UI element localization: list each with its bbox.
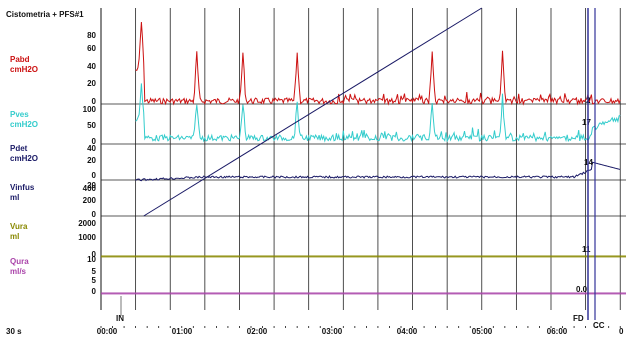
channel-label-vinfus: Vinfus bbox=[10, 183, 35, 192]
pdet-tick-40: 40 bbox=[87, 144, 96, 153]
pves-end-value: 17 bbox=[582, 118, 591, 127]
trace-vinfus bbox=[143, 7, 483, 217]
pves-tick-0: 0 bbox=[92, 137, 97, 146]
qura-tick-5b: 5 bbox=[92, 276, 97, 285]
pabd-tick-80: 80 bbox=[87, 31, 96, 40]
pdet-tick-0: 0 bbox=[92, 171, 97, 180]
channel-label-pves: Pves bbox=[10, 110, 29, 119]
time-axis: 30 s 00:00 01:00 02:00 03:00 04:00 05:00… bbox=[6, 327, 624, 336]
vinfus-tick-200: 200 bbox=[83, 196, 97, 205]
channel-unit-qura: ml/s bbox=[10, 267, 27, 276]
channel-unit-pdet: cmH2O bbox=[10, 154, 38, 163]
time-tick-2: 02:00 bbox=[247, 327, 268, 336]
vinfus-tick-400: 400 bbox=[83, 184, 97, 193]
qura-end-value: 0.0 bbox=[576, 285, 588, 294]
grid bbox=[100, 8, 626, 328]
trace-pabd bbox=[135, 21, 621, 106]
y-tick-labels: 80 60 40 20 0 100 50 0 40 20 0 20 400 20… bbox=[78, 31, 96, 296]
channel-unit-pabd: cmH2O bbox=[10, 65, 38, 74]
qura-tick-0: 0 bbox=[92, 287, 97, 296]
time-unit-label: 30 s bbox=[6, 327, 22, 336]
event-in-label: IN bbox=[116, 314, 124, 323]
channel-label-qura: Qura bbox=[10, 257, 29, 266]
pabd-tick-0: 0 bbox=[92, 97, 97, 106]
channel-label-pabd: Pabd bbox=[10, 55, 30, 64]
vura-tick-2000: 2000 bbox=[78, 219, 96, 228]
time-tick-5: 05:00 bbox=[472, 327, 493, 336]
channel-label-pdet: Pdet bbox=[10, 144, 28, 153]
time-tick-end: 0 bbox=[619, 327, 624, 336]
channel-unit-vinfus: ml bbox=[10, 193, 19, 202]
pabd-tick-20: 20 bbox=[87, 79, 96, 88]
time-tick-3: 03:00 bbox=[322, 327, 343, 336]
trace-pves bbox=[135, 83, 621, 143]
event-cc-label: CC bbox=[593, 321, 605, 330]
pves-tick-100: 100 bbox=[83, 105, 97, 114]
channel-labels: Pabd cmH2O Pves cmH2O Pdet cmH2O Vinfus … bbox=[10, 55, 38, 276]
channel-label-vura: Vura bbox=[10, 222, 28, 231]
event-fd-label: FD bbox=[573, 314, 584, 323]
time-tick-4: 04:00 bbox=[397, 327, 418, 336]
chart-title: Cistometria + PFS#1 bbox=[6, 10, 84, 19]
vura-tick-0: 0 bbox=[92, 250, 97, 259]
pabd-tick-60: 60 bbox=[87, 44, 96, 53]
time-tick-0: 00:00 bbox=[97, 327, 118, 336]
time-tick-1: 01:00 bbox=[172, 327, 193, 336]
qura-tick-10: 10 bbox=[87, 255, 96, 264]
qura-tick-5a: 5 bbox=[92, 267, 97, 276]
channel-unit-vura: ml bbox=[10, 232, 19, 241]
pves-tick-50: 50 bbox=[87, 121, 96, 130]
traces bbox=[101, 7, 626, 294]
pabd-tick-40: 40 bbox=[87, 62, 96, 71]
trace-pdet bbox=[135, 161, 621, 182]
channel-unit-pves: cmH2O bbox=[10, 120, 38, 129]
pdet-tick-20: 20 bbox=[87, 156, 96, 165]
event-markers: IN FD CC bbox=[116, 8, 605, 330]
time-tick-6: 06:00 bbox=[547, 327, 568, 336]
vinfus-tick-0: 0 bbox=[92, 210, 97, 219]
pdet-tick-minus20: 20 bbox=[87, 181, 96, 190]
vura-end-value: 11 bbox=[582, 245, 591, 254]
vura-tick-1000: 1000 bbox=[78, 233, 96, 242]
